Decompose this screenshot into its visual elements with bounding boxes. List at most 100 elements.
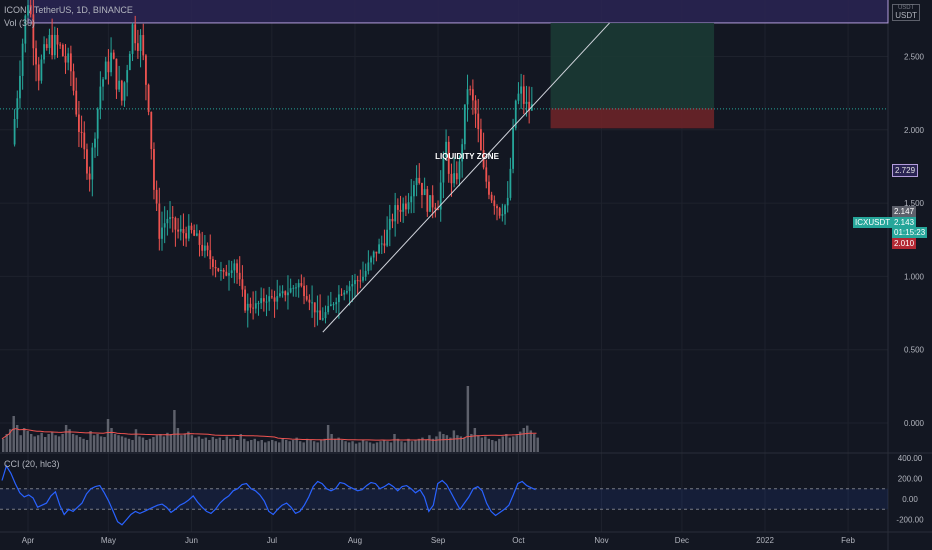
candle-body — [439, 182, 442, 210]
candle-body — [431, 195, 434, 208]
candle-body — [340, 294, 343, 296]
volume-bar — [536, 437, 539, 452]
position-tool — [0, 22, 888, 129]
candle-body — [185, 233, 188, 239]
candle-body — [504, 205, 506, 215]
currency-unit-bottom: USDT — [895, 11, 917, 20]
symbol-tag[interactable]: ICXUSDT — [853, 217, 893, 228]
volume-bar — [271, 440, 274, 452]
volume-bar — [40, 432, 43, 452]
candle-body — [313, 302, 316, 313]
candle-body — [102, 79, 104, 87]
volume-bar — [26, 431, 29, 452]
volume-bar — [138, 436, 141, 452]
volume-bar — [466, 386, 470, 452]
candle-body — [244, 289, 246, 311]
candle-body — [238, 272, 241, 280]
cci-tick-label: 200.00 — [898, 474, 923, 483]
profit-zone — [550, 22, 715, 109]
volume-bar — [82, 438, 85, 452]
volume-bar — [155, 435, 159, 452]
candle-body — [287, 292, 289, 296]
volume-bar — [204, 437, 208, 452]
last-price-tag: 2.143 — [892, 217, 917, 228]
candle-body — [214, 266, 217, 269]
volume-bar — [201, 438, 204, 452]
volume-bar — [19, 435, 22, 452]
trendline[interactable] — [322, 22, 610, 333]
candle-body — [115, 58, 118, 90]
candle-body — [142, 35, 145, 56]
volume-bar — [421, 437, 424, 452]
candle-body — [332, 304, 335, 306]
volume-bar — [57, 436, 61, 452]
volume-indicator-label[interactable]: Vol (30) — [4, 18, 36, 28]
volume-bar — [354, 443, 358, 452]
candle-body — [335, 302, 338, 305]
volume-bar — [459, 436, 463, 452]
currency-unit[interactable]: USDT USDT — [892, 4, 920, 21]
candle-body — [429, 195, 431, 212]
volume-bar — [15, 425, 19, 452]
candle-body — [399, 209, 402, 212]
volume-bar — [323, 438, 326, 452]
cci-tick-label: -200.00 — [896, 516, 924, 525]
candle-body — [404, 203, 407, 210]
volume-bar — [246, 441, 249, 452]
volume-bar — [361, 440, 365, 452]
candle-body — [268, 296, 271, 302]
candle-body — [522, 86, 525, 104]
candle-body — [520, 86, 523, 94]
candle-body — [252, 307, 255, 309]
volume-bar — [333, 438, 337, 452]
candle-body — [166, 218, 169, 224]
volume-bar — [124, 437, 127, 452]
volume-bar — [424, 440, 428, 452]
candle-body — [407, 202, 410, 210]
candle-body — [72, 71, 75, 91]
candle-body — [27, 5, 29, 16]
candle-body — [217, 268, 220, 272]
candle-body — [488, 181, 490, 195]
bar-countdown-tag: 01:15:23 — [892, 227, 928, 238]
cci-tick-label: 400.00 — [898, 454, 923, 463]
volume-bar — [96, 434, 99, 452]
candle-body — [56, 34, 59, 45]
volume-bar — [29, 434, 33, 452]
volume-bar — [438, 431, 442, 452]
candle-body — [24, 15, 27, 44]
candle-body — [450, 173, 453, 184]
volume-bar — [288, 441, 291, 452]
candle-body — [480, 129, 482, 151]
candle-body — [324, 312, 327, 319]
volume-bar — [407, 438, 410, 452]
volume-bar — [208, 440, 211, 452]
volume-bar — [113, 434, 117, 452]
volume-bar — [12, 416, 15, 452]
candle-body — [43, 44, 45, 60]
volume-bar — [403, 442, 407, 452]
candle-body — [110, 52, 112, 73]
time-tick-label: May — [101, 536, 116, 545]
volume-bar — [215, 438, 218, 452]
candle-body — [198, 233, 201, 245]
price-tick-label: 0.000 — [904, 419, 925, 428]
volume-bar — [498, 438, 501, 452]
cci-indicator-label[interactable]: CCI (20, hlc3) — [4, 459, 60, 469]
volume-bar — [417, 438, 421, 452]
chart-title[interactable]: ICON / TetherUS, 1D, BINANCE — [4, 5, 133, 15]
candle-body — [509, 168, 512, 198]
candle-body — [16, 98, 19, 119]
candle-body — [203, 245, 206, 251]
volume-bar — [141, 437, 145, 452]
candle-body — [292, 287, 295, 289]
candle-body — [104, 61, 107, 80]
volume-bar — [267, 441, 270, 452]
candle-body — [262, 298, 265, 302]
volume-bar — [2, 438, 5, 452]
candle-body — [311, 302, 313, 304]
price-tick-label: 2.000 — [904, 126, 925, 135]
trendline-segment — [322, 22, 610, 333]
volume-bar — [431, 438, 435, 452]
